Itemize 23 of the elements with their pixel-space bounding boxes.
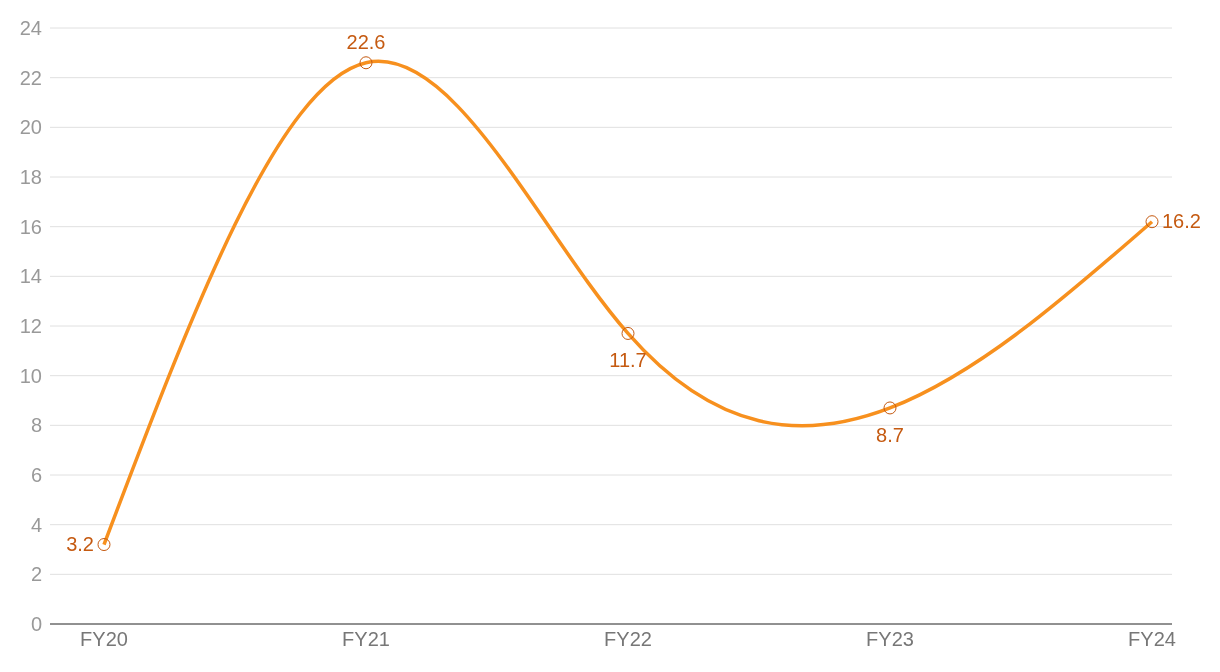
data-label: 11.7 — [609, 349, 647, 372]
x-tick-label: FY23 — [866, 628, 914, 651]
data-label: 22.6 — [346, 30, 386, 53]
y-tick-label: 2 — [30, 563, 42, 586]
y-tick-label: 20 — [19, 116, 42, 139]
x-tick-label: FY21 — [342, 628, 390, 651]
y-tick-label: 10 — [19, 364, 42, 387]
data-label: 3.2 — [66, 532, 94, 555]
y-tick-label: 24 — [19, 17, 42, 40]
y-tick-label: 16 — [19, 215, 42, 238]
y-tick-label: 0 — [30, 613, 42, 636]
x-tick-label: FY22 — [604, 628, 652, 651]
y-tick-label: 12 — [19, 315, 42, 338]
y-tick-label: 14 — [19, 265, 42, 288]
y-tick-label: 4 — [30, 513, 42, 536]
x-tick-label: FY20 — [80, 628, 128, 651]
x-tick-label: FY24 — [1128, 628, 1176, 651]
y-tick-label: 6 — [30, 464, 42, 487]
y-tick-label: 22 — [19, 66, 42, 89]
y-tick-label: 18 — [19, 166, 42, 189]
y-tick-label: 8 — [30, 414, 42, 437]
data-label: 16.2 — [1162, 209, 1201, 232]
data-label: 8.7 — [876, 423, 904, 446]
